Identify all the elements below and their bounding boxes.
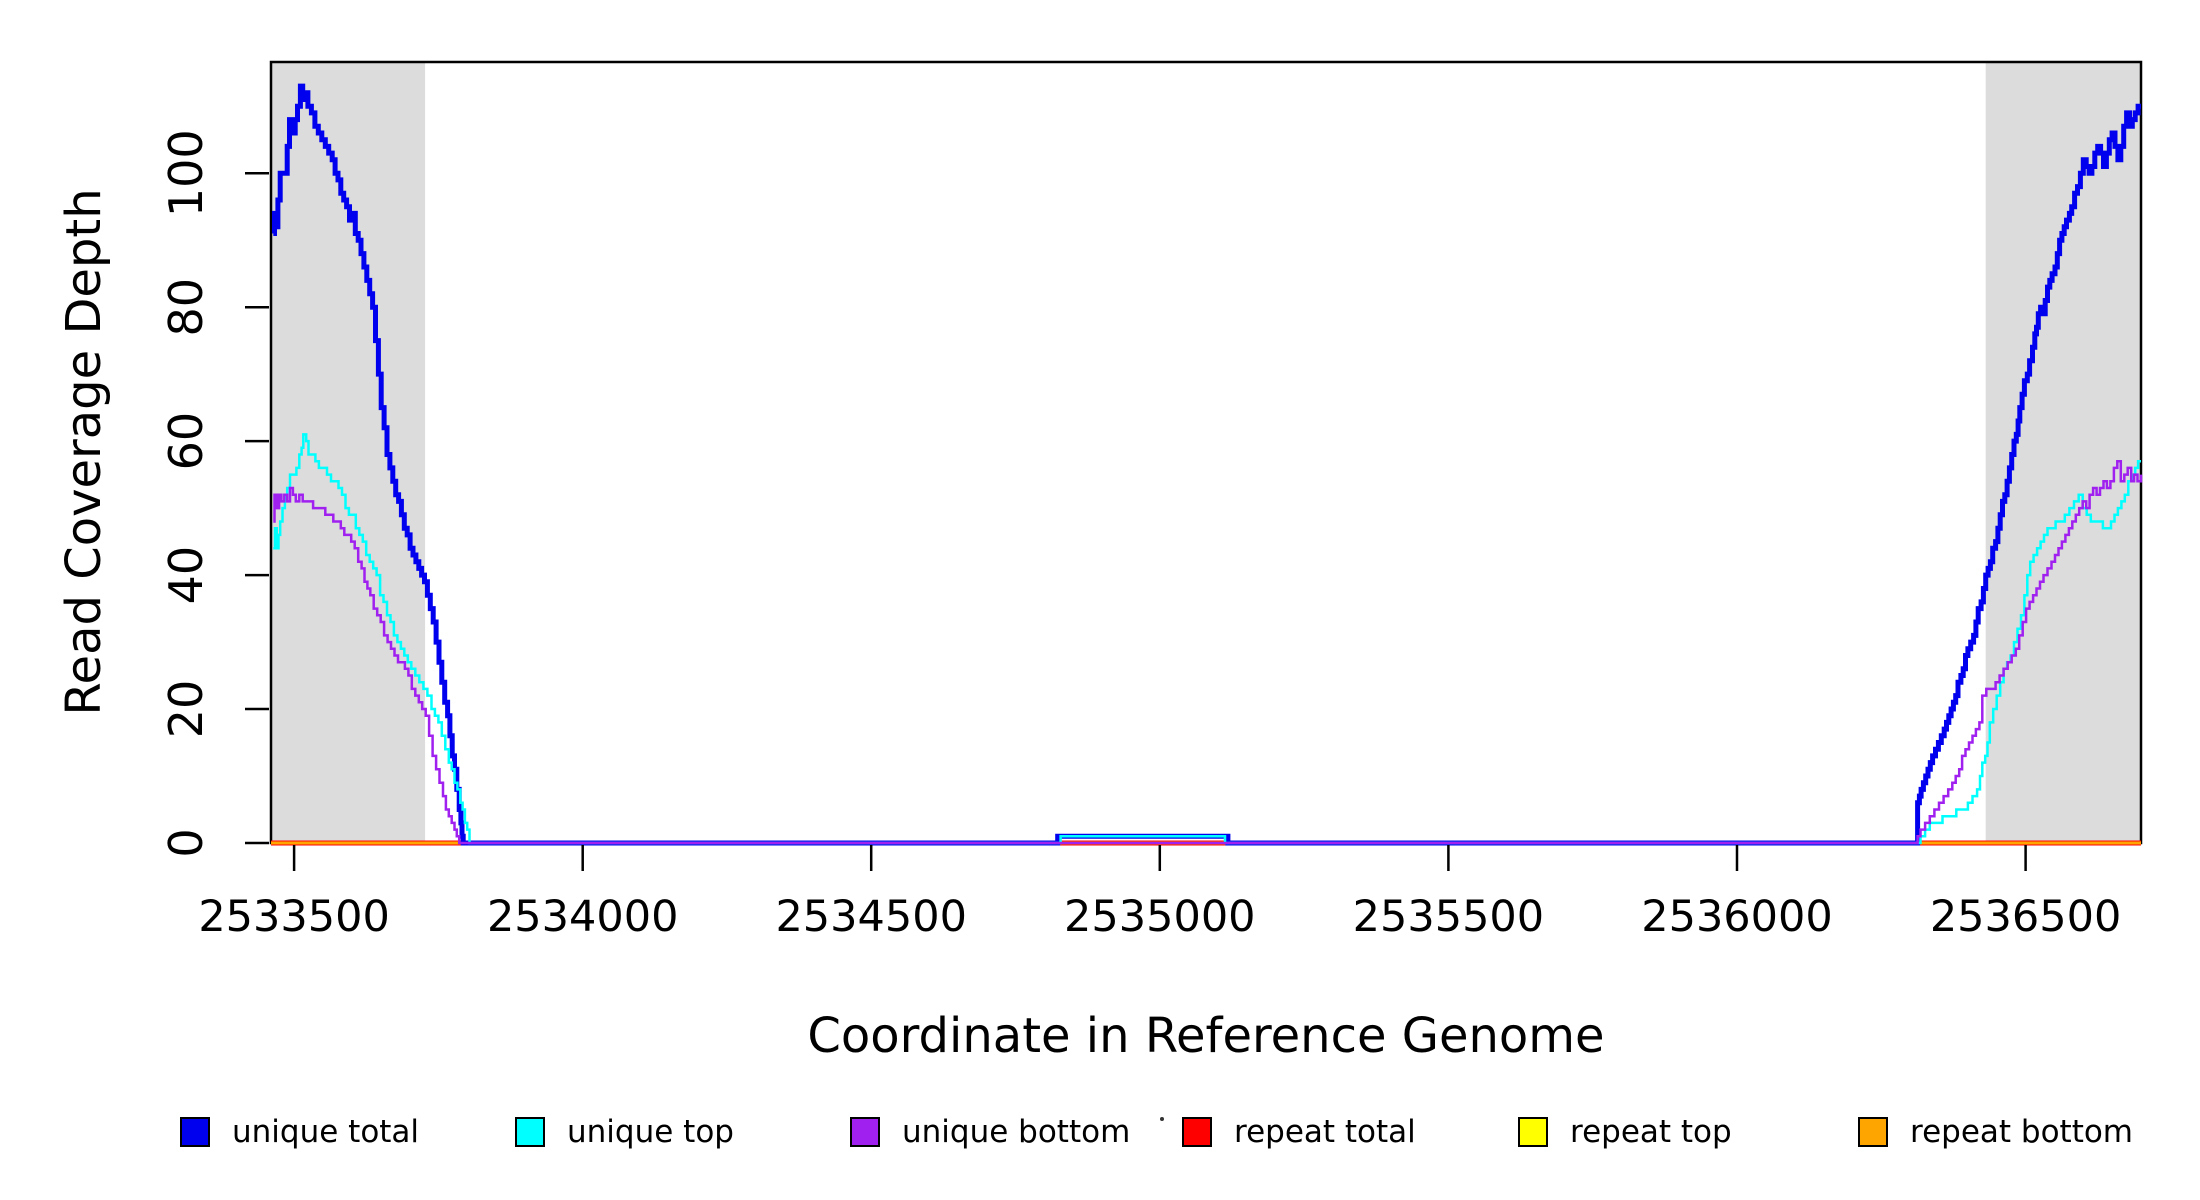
series-unique-total (272, 83, 2141, 846)
y-tick-label: 60 (159, 412, 213, 471)
legend-label-unique-bottom: unique bottom (902, 1114, 1131, 1150)
legend-label-unique-total: unique total (232, 1114, 420, 1150)
legend-swatch-repeat-bottom (1858, 1117, 1888, 1147)
legend-item-unique-bottom: unique bottom (850, 1114, 1130, 1150)
y-tick-label: 0 (159, 828, 213, 857)
legend-item-repeat-total: repeat total (1182, 1114, 1416, 1150)
series-unique-bottom (273, 459, 2143, 845)
y-tick-label: 100 (159, 129, 213, 217)
legend-swatch-repeat-total (1182, 1117, 1212, 1147)
x-tick-label: 2535500 (1353, 892, 1545, 942)
plot-border (269, 60, 2143, 845)
y-tick-label: 80 (159, 278, 213, 337)
y-tick-label: 40 (159, 546, 213, 605)
series-unique-top (273, 433, 2141, 845)
y-axis-title: Read Coverage Depth (56, 188, 112, 716)
legend-swatch-unique-top (515, 1117, 545, 1147)
stray-dot-artifact (1160, 1117, 1164, 1121)
legend-label-repeat-total: repeat total (1234, 1114, 1416, 1150)
x-tick-label: 2536000 (1641, 892, 1833, 942)
x-tick-label: 2534000 (487, 892, 679, 942)
x-tick-label: 2534500 (775, 892, 967, 942)
legend-item-repeat-bottom: repeat bottom (1858, 1114, 2133, 1150)
legend-label-repeat-top: repeat top (1570, 1114, 1732, 1150)
y-tick-label: 20 (159, 680, 213, 739)
legend-swatch-unique-bottom (850, 1117, 880, 1147)
legend-item-unique-total: unique total (180, 1114, 419, 1150)
legend-item-repeat-top: repeat top (1518, 1114, 1732, 1150)
x-tick-label: 2533500 (198, 892, 390, 942)
shaded-band (271, 62, 426, 843)
legend-label-repeat-bottom: repeat bottom (1910, 1114, 2134, 1150)
legend-swatch-repeat-top (1518, 1117, 1548, 1147)
legend-label-unique-top: unique top (567, 1114, 734, 1150)
x-tick-label: 2536500 (1930, 892, 2122, 942)
x-axis-title: Coordinate in Reference Genome (807, 1008, 1605, 1064)
x-tick-label: 2535000 (1064, 892, 1256, 942)
legend-swatch-unique-total (180, 1117, 210, 1147)
shaded-band (1985, 62, 2141, 843)
legend-item-unique-top: unique top (515, 1114, 734, 1150)
